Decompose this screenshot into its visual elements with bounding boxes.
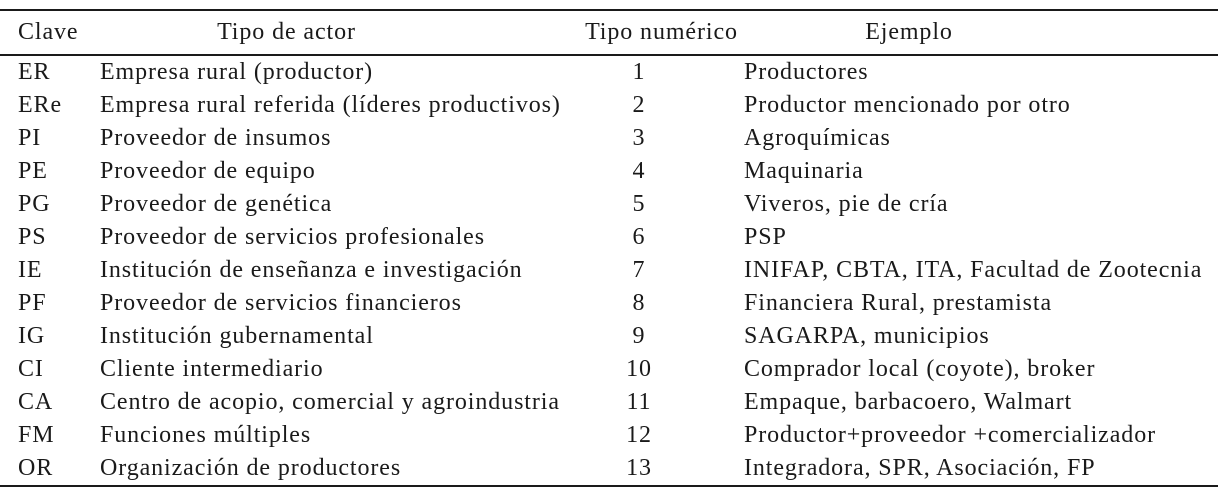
table-row: ER Empresa rural (productor) 1 Productores — [0, 55, 1218, 89]
table-row: PI Proveedor de insumos 3 Agroquímicas — [0, 122, 1218, 155]
cell-tipo-numerico: 2 — [632, 92, 646, 118]
cell-tipo-actor: Funciones múltiples — [100, 422, 312, 448]
table-row: CI Cliente intermediario 10 Comprador local… — [0, 353, 1218, 386]
cell-clave: PG — [18, 191, 51, 217]
cell-ejemplo: Productores — [744, 59, 869, 85]
header-row: Clave Tipo de actor Tipo numérico Ejempl… — [0, 10, 1218, 55]
cell-tipo-actor: Cliente intermediario — [100, 356, 324, 382]
table-row: PE Proveedor de equipo 4 Maquinaria — [0, 155, 1218, 188]
cell-ejemplo: Agroquímicas — [744, 125, 891, 151]
cell-clave: CI — [18, 356, 44, 382]
cell-tipo-numerico: 10 — [626, 356, 652, 382]
cell-tipo-numerico: 6 — [632, 224, 646, 250]
cell-clave: OR — [18, 455, 54, 481]
cell-clave: PS — [18, 224, 47, 250]
column-header-clave: Clave — [18, 19, 79, 45]
table-body: ER Empresa rural (productor) 1 Productores E… — [0, 55, 1218, 486]
cell-tipo-numerico: 4 — [632, 158, 646, 184]
cell-tipo-actor: Proveedor de genética — [100, 191, 333, 217]
cell-tipo-actor: Proveedor de servicios financieros — [100, 290, 462, 316]
cell-tipo-actor: Institución gubernamental — [100, 323, 374, 349]
cell-tipo-actor: Proveedor de servicios profesionales — [100, 224, 485, 250]
table-row: PS Proveedor de servicios profesionales 6 P… — [0, 221, 1218, 254]
cell-ejemplo: Financiera Rural, prestamista — [744, 290, 1053, 316]
cell-tipo-numerico: 13 — [626, 455, 652, 481]
cell-ejemplo: Comprador local (coyote), broker — [744, 356, 1096, 382]
table-row: PG Proveedor de genética 5 Viveros, pie de … — [0, 188, 1218, 221]
cell-tipo-numerico: 8 — [632, 290, 646, 316]
cell-tipo-actor: Proveedor de insumos — [100, 125, 332, 151]
cell-ejemplo: Viveros, pie de cría — [744, 191, 949, 217]
cell-clave: PI — [18, 125, 42, 151]
table-header: Clave Tipo de actor Tipo numérico Ejempl… — [0, 10, 1218, 55]
table-row: PF Proveedor de servicios financieros 8 Fin… — [0, 287, 1218, 320]
table-row: CA Centro de acopio, comercial y agroindu… — [0, 386, 1218, 419]
cell-clave: PF — [18, 290, 47, 316]
table-row: IE Institución de enseñanza e investigaci… — [0, 254, 1218, 287]
table-row: OR Organización de productores 13 Integrado… — [0, 452, 1218, 486]
cell-tipo-actor: Centro de acopio, comercial y agroindust… — [100, 389, 560, 415]
cell-tipo-actor: Institución de enseñanza e investigación — [100, 257, 523, 283]
cell-clave: FM — [18, 422, 55, 448]
table-row: ERe Empresa rural referida (líderes produ… — [0, 89, 1218, 122]
cell-tipo-numerico: 9 — [632, 323, 646, 349]
column-header-tipo-de-actor: Tipo de actor — [217, 19, 356, 45]
cell-tipo-numerico: 12 — [626, 422, 652, 448]
cell-tipo-actor: Proveedor de equipo — [100, 158, 316, 184]
cell-tipo-actor: Empresa rural (productor) — [100, 59, 374, 85]
cell-tipo-numerico: 3 — [632, 125, 646, 151]
cell-tipo-numerico: 1 — [632, 59, 646, 85]
cell-clave: ERe — [18, 92, 63, 118]
cell-clave: IG — [18, 323, 46, 349]
actor-types-table: Clave Tipo de actor Tipo numérico Ejempl… — [0, 9, 1218, 487]
table-row: IG Institución gubernamental 9 SAGARPA, mun… — [0, 320, 1218, 353]
cell-ejemplo: Maquinaria — [744, 158, 864, 184]
cell-clave: PE — [18, 158, 48, 184]
column-header-ejemplo: Ejemplo — [865, 19, 953, 45]
cell-tipo-numerico: 5 — [632, 191, 646, 217]
cell-ejemplo: Productor+proveedor +comercializador — [744, 422, 1156, 448]
cell-clave: CA — [18, 389, 54, 415]
cell-clave: IE — [18, 257, 43, 283]
cell-ejemplo: PSP — [744, 224, 787, 250]
table-row: FM Funciones múltiples 12 Productor+proveed… — [0, 419, 1218, 452]
cell-clave: ER — [18, 59, 51, 85]
cell-ejemplo: INIFAP, CBTA, ITA, Facultad de Zootecnia — [744, 257, 1203, 283]
cell-ejemplo: SAGARPA, municipios — [744, 323, 990, 349]
cell-tipo-actor: Organización de productores — [100, 455, 402, 481]
cell-tipo-numerico: 7 — [632, 257, 646, 283]
cell-ejemplo: Productor mencionado por otro — [744, 92, 1071, 118]
cell-tipo-actor: Empresa rural referida (líderes producti… — [100, 92, 561, 118]
cell-tipo-numerico: 11 — [626, 389, 652, 415]
cell-ejemplo: Empaque, barbacoero, Walmart — [744, 389, 1073, 415]
cell-ejemplo: Integradora, SPR, Asociación, FP — [744, 455, 1096, 481]
column-header-tipo-numerico: Tipo numérico — [585, 19, 738, 45]
